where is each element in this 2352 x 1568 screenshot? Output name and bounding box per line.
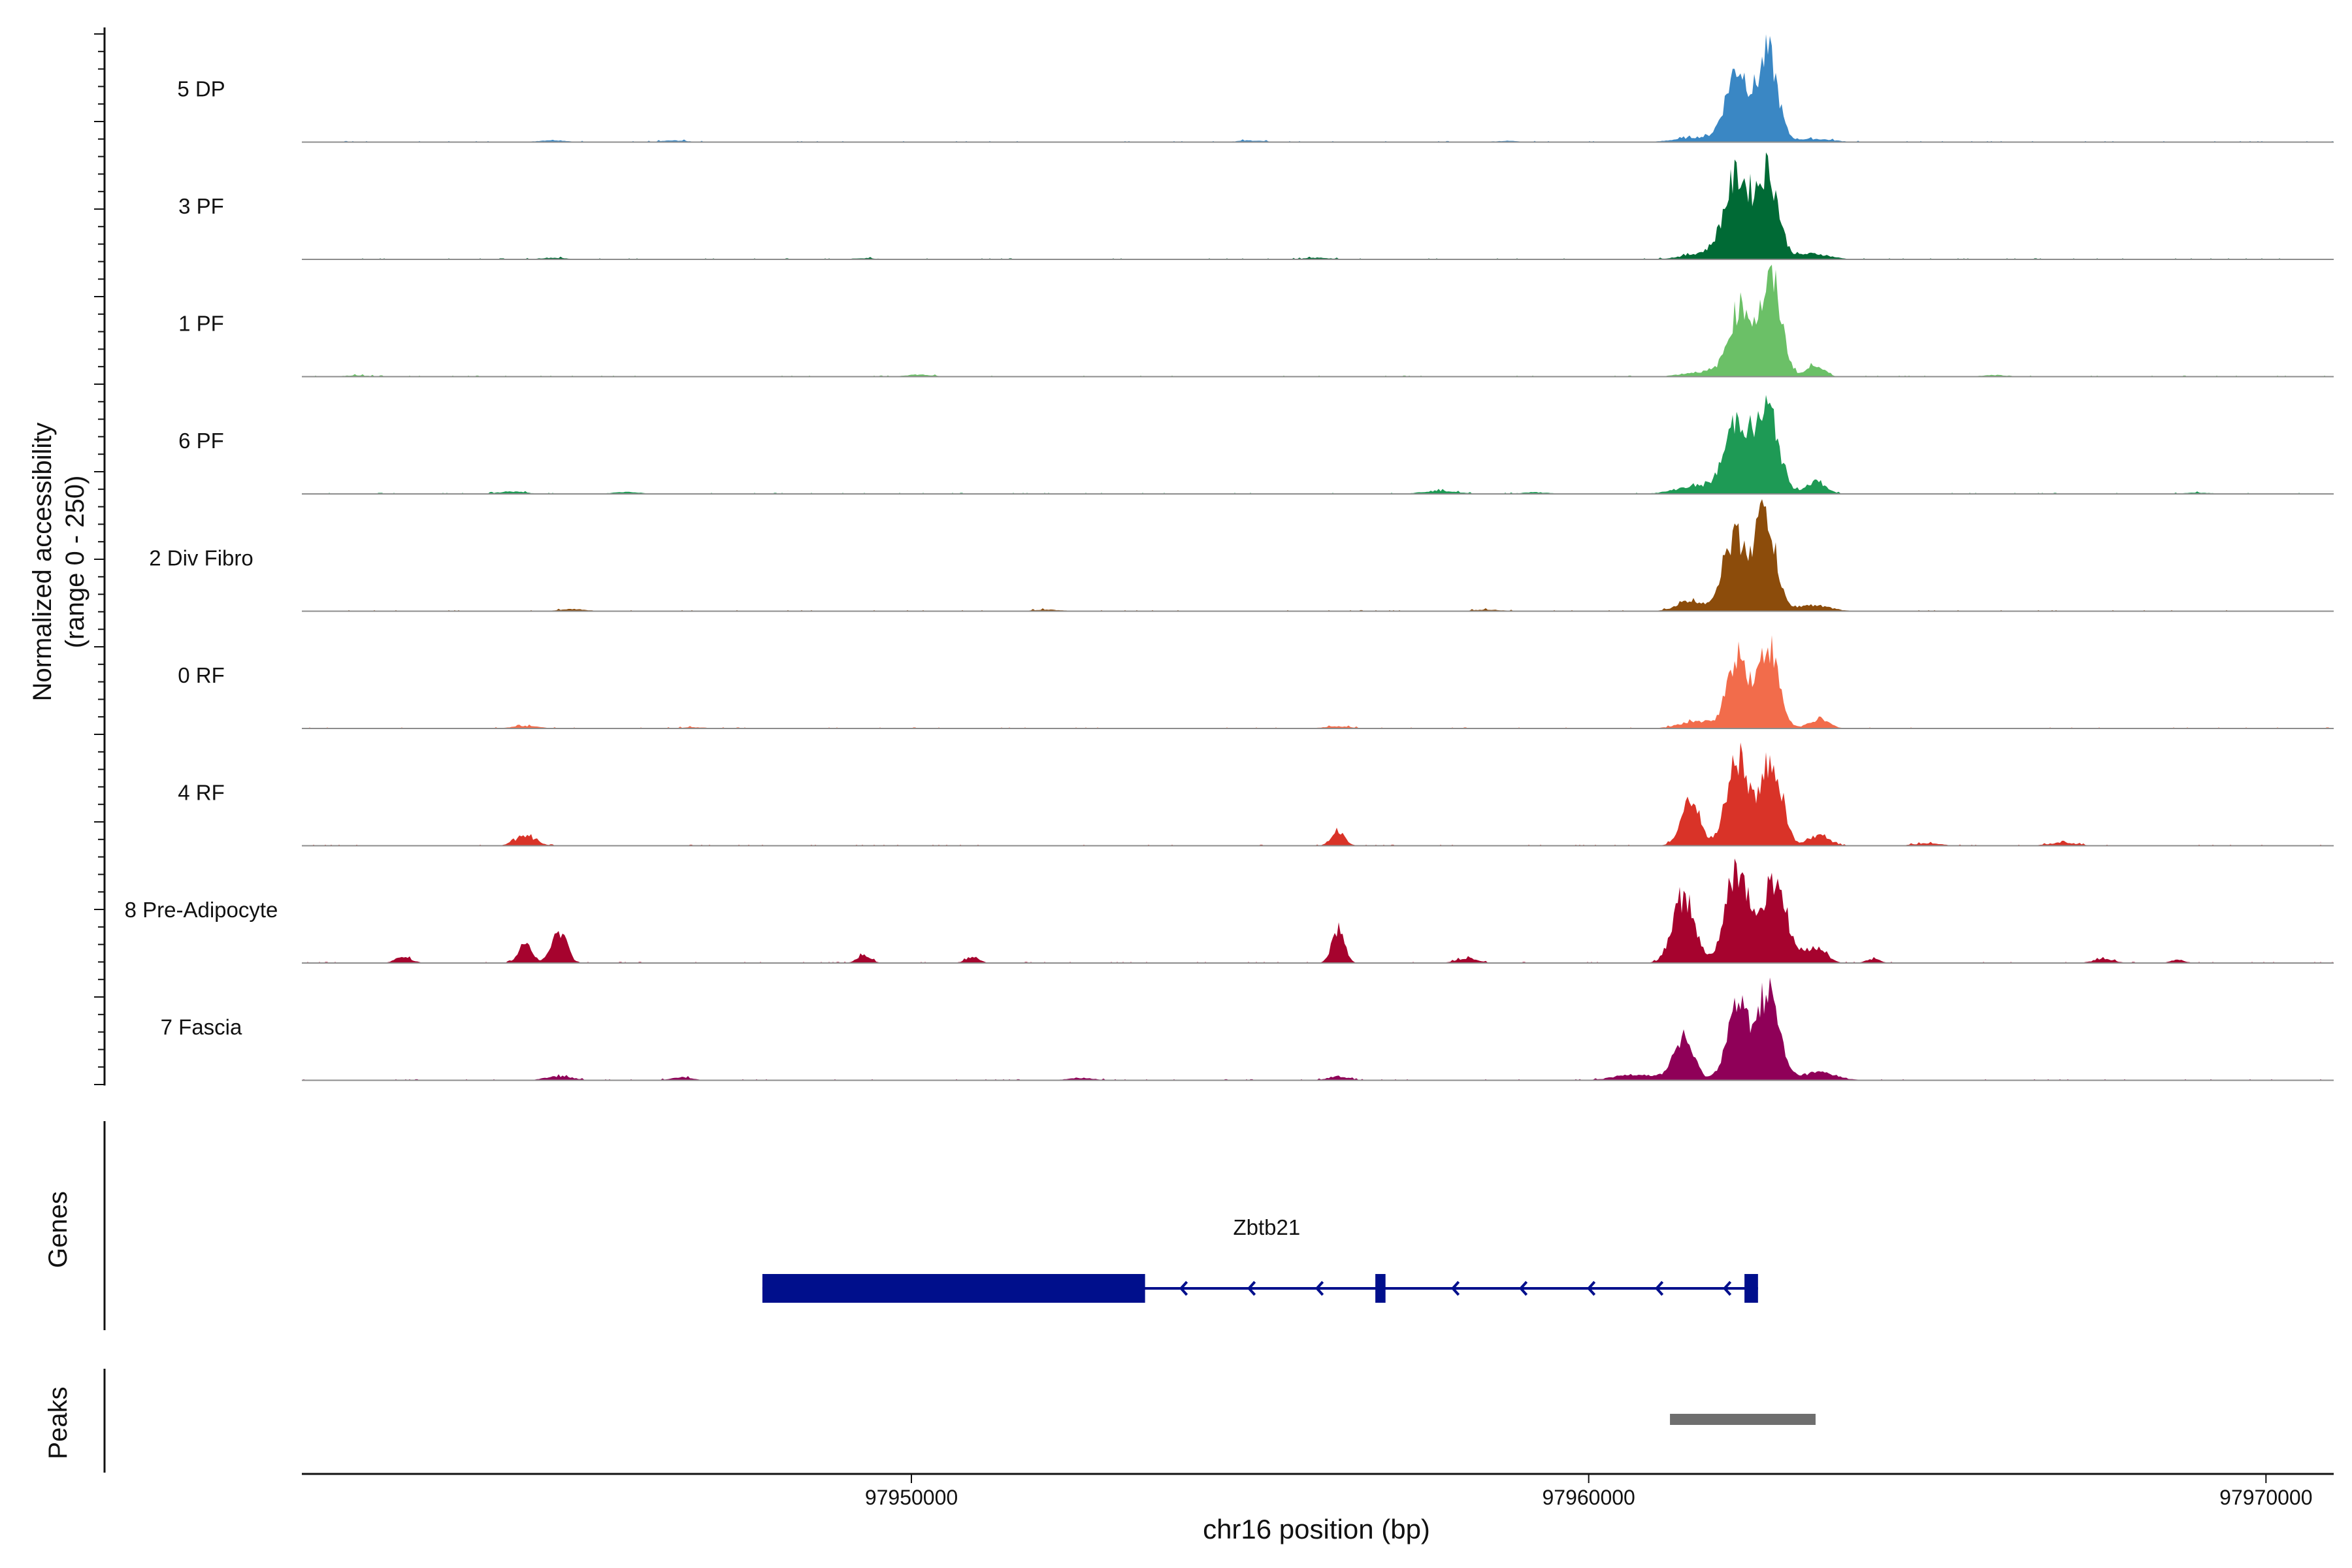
x-axis: chr16 position (bp) 97950000 97960000 9797… bbox=[302, 1473, 2334, 1544]
x-axis-label: chr16 position (bp) bbox=[1203, 1514, 1430, 1544]
track-3-pf: 3 PF bbox=[178, 152, 2334, 260]
track-0-rf: 0 RF bbox=[178, 635, 2334, 729]
peaks-track: Peaks bbox=[44, 1369, 1816, 1473]
x-tick-label: 97950000 bbox=[865, 1486, 958, 1509]
coverage-area bbox=[302, 858, 2334, 963]
y-axis: Normalized accessibility (range 0 - 250) bbox=[28, 27, 106, 1086]
coverage-area bbox=[302, 34, 2334, 142]
strand-arrow-icon bbox=[1722, 1281, 1732, 1296]
gene-exon bbox=[762, 1274, 1145, 1303]
track-label: 4 RF bbox=[178, 781, 225, 805]
x-tick-label: 97970000 bbox=[2219, 1486, 2312, 1509]
track-5-dp: 5 DP bbox=[177, 34, 2334, 143]
gene-exon bbox=[1375, 1274, 1386, 1303]
track-label: 2 Div Fibro bbox=[149, 546, 253, 570]
coverage-area bbox=[302, 635, 2334, 728]
peaks-track-label: Peaks bbox=[44, 1386, 73, 1459]
strand-arrow-icon bbox=[1179, 1281, 1188, 1296]
coverage-area bbox=[302, 499, 2334, 612]
strand-arrow-icon bbox=[1315, 1281, 1324, 1296]
coverage-area bbox=[302, 977, 2334, 1081]
track-label: 0 RF bbox=[178, 663, 225, 687]
y-axis-label: Normalized accessibility bbox=[28, 423, 57, 702]
coverage-area bbox=[302, 152, 2334, 259]
strand-arrow-icon bbox=[1654, 1281, 1664, 1296]
gene-name-label: Zbtb21 bbox=[1233, 1215, 1301, 1239]
coverage-area bbox=[302, 742, 2334, 846]
track-label: 6 PF bbox=[178, 429, 224, 453]
track-2-div-fibro: 2 Div Fibro bbox=[149, 499, 2334, 612]
x-tick-label: 97960000 bbox=[1542, 1486, 1635, 1509]
track-7-fascia: 7 Fascia bbox=[161, 977, 2334, 1081]
coverage-tracks: 5 DP 3 PF 1 PF 6 PF 2 Div Fibro 0 RF 4 RF 8 Pre… bbox=[125, 34, 2334, 1081]
strand-arrow-icon bbox=[1450, 1281, 1460, 1296]
genes-track-label: Genes bbox=[44, 1191, 73, 1268]
track-label: 3 PF bbox=[178, 194, 224, 218]
strand-arrow-icon bbox=[1518, 1281, 1528, 1296]
gene-exon bbox=[1744, 1274, 1758, 1303]
track-label: 1 PF bbox=[178, 312, 224, 336]
strand-arrow-icon bbox=[1586, 1281, 1596, 1296]
genes-track: Genes Zbtb21 bbox=[44, 1121, 1758, 1330]
track-1-pf: 1 PF bbox=[178, 265, 2334, 378]
strand-arrow-icon bbox=[1247, 1281, 1256, 1296]
y-axis-range-label: (range 0 - 250) bbox=[61, 476, 90, 649]
track-6-pf: 6 PF bbox=[178, 395, 2334, 495]
track-label: 5 DP bbox=[177, 77, 225, 101]
track-4-rf: 4 RF bbox=[178, 742, 2334, 847]
track-8-pre-adipocyte: 8 Pre-Adipocyte bbox=[125, 858, 2334, 964]
track-label: 7 Fascia bbox=[161, 1015, 242, 1039]
track-label: 8 Pre-Adipocyte bbox=[125, 898, 278, 922]
peak-region bbox=[1670, 1414, 1816, 1425]
coverage-area bbox=[302, 395, 2334, 494]
coverage-area bbox=[302, 265, 2334, 377]
